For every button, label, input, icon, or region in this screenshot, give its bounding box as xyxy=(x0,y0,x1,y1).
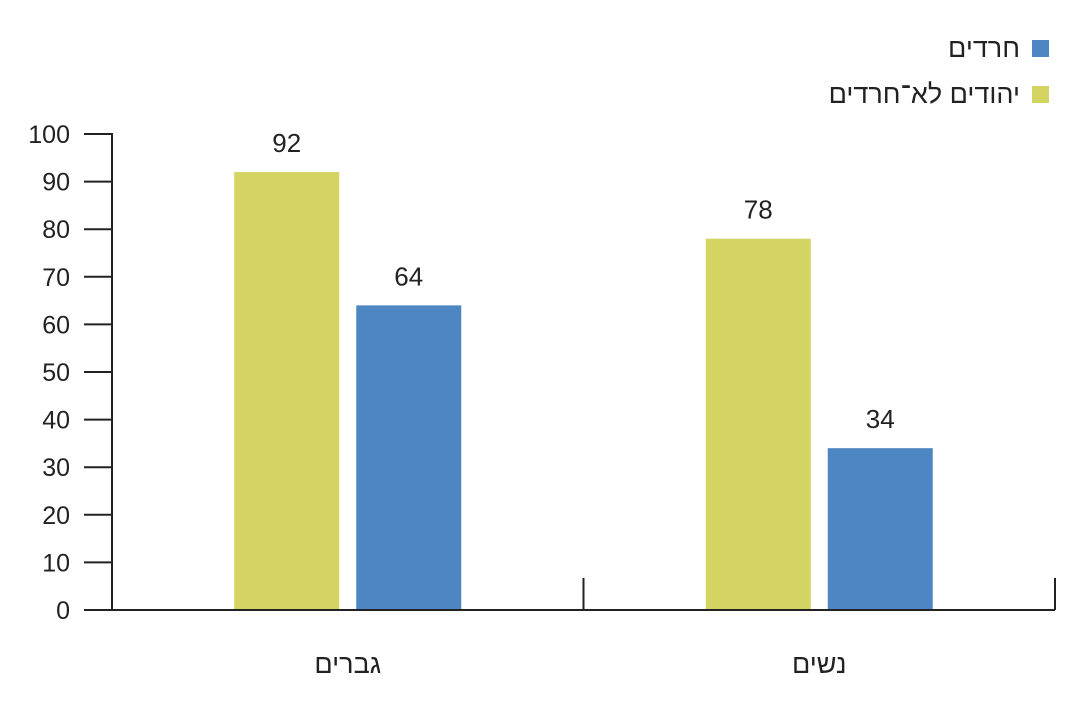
legend-label-non-haredi-jews: יהודים לא־חרדים xyxy=(828,78,1020,109)
x-axis: גברים נשים xyxy=(84,578,1056,679)
bar xyxy=(705,238,811,609)
y-axis: 0 10 20 30 40 50 60 70 80 90 100 xyxy=(28,121,113,625)
y-tick-label: 100 xyxy=(28,121,70,149)
bar xyxy=(827,448,933,609)
bar-value-label: 64 xyxy=(394,261,423,291)
x-category-label: גברים xyxy=(314,649,381,679)
y-tick-label: 30 xyxy=(42,454,70,482)
y-tick-label: 50 xyxy=(42,359,70,387)
y-tick-label: 40 xyxy=(42,407,70,435)
legend-label-haredim: חרדים xyxy=(948,32,1020,63)
legend: חרדים יהודים לא־חרדים xyxy=(829,32,1049,124)
x-category-label: נשים xyxy=(792,649,846,679)
legend-swatch-haredim xyxy=(1032,39,1049,57)
bar-value-label: 78 xyxy=(744,195,773,225)
bar-value-label: 92 xyxy=(272,128,301,158)
y-tick-label: 20 xyxy=(42,502,70,530)
bars-group: 92 64 78 34 xyxy=(234,128,933,609)
legend-item-non-haredi-jews: יהודים לא־חרדים xyxy=(829,78,1049,110)
y-tick-label: 10 xyxy=(42,549,70,577)
bar-value-label: 34 xyxy=(866,404,895,434)
bar xyxy=(356,305,462,609)
y-tick-label: 90 xyxy=(42,169,70,197)
legend-swatch-non-haredi-jews xyxy=(1032,85,1049,103)
y-tick-label: 70 xyxy=(42,264,70,292)
y-tick-label: 0 xyxy=(56,597,70,625)
y-tick-label: 60 xyxy=(42,311,70,339)
bar xyxy=(234,172,340,609)
y-tick-label: 80 xyxy=(42,216,70,244)
legend-item-haredim: חרדים xyxy=(829,32,1049,64)
